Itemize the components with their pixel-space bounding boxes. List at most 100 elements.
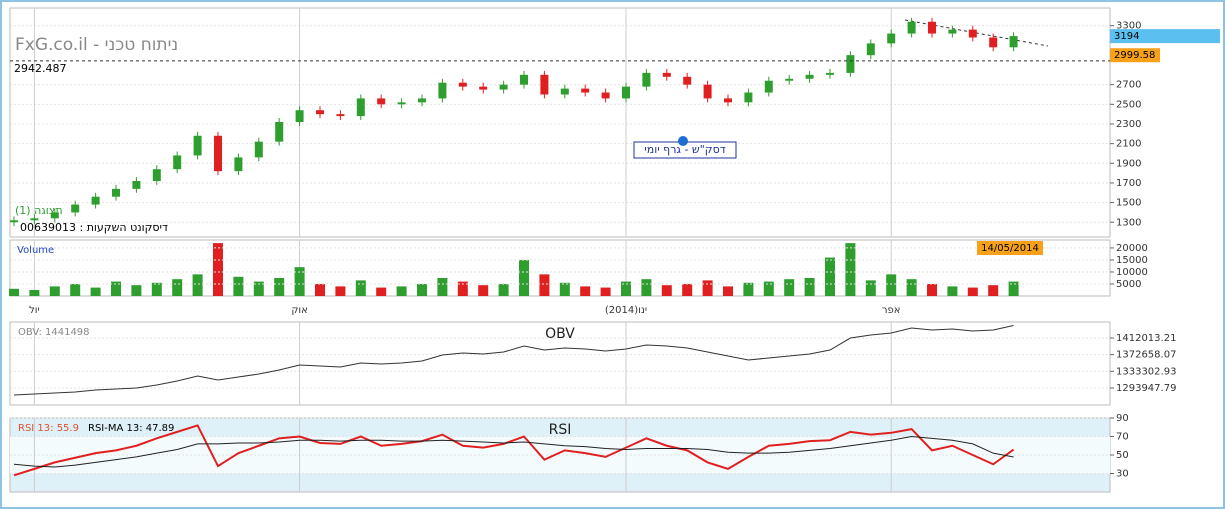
volume-bar — [213, 243, 223, 296]
x-tick-label: אוק — [291, 305, 308, 316]
y-tick-label: 50 — [1116, 450, 1129, 461]
volume-bar — [988, 285, 999, 296]
y-tick-label: 1372658.07 — [1116, 350, 1176, 361]
volume-bar — [621, 281, 631, 296]
volume-bar — [498, 283, 509, 296]
x-tick-label: יול — [29, 305, 40, 316]
candle-body — [173, 155, 182, 170]
series-line — [13, 424, 1015, 477]
y-tick-label: 1700 — [1116, 178, 1141, 189]
candle-body — [377, 98, 386, 105]
volume-bar — [253, 281, 264, 296]
volume-bar — [539, 274, 550, 296]
candle-body — [458, 82, 467, 87]
volume-bar — [376, 287, 387, 296]
y-tick-label: 1293947.79 — [1116, 383, 1176, 394]
candle-body — [887, 33, 896, 44]
candle-body — [356, 98, 365, 117]
volume-bar — [519, 259, 529, 296]
x-tick-label: אפר — [882, 305, 901, 316]
candle-body — [907, 21, 916, 34]
y-tick-label: 2100 — [1116, 139, 1141, 150]
volume-bar — [294, 267, 305, 296]
candle-body — [30, 218, 39, 221]
candle-body — [703, 84, 712, 99]
y-tick-label: 1333302.93 — [1116, 366, 1176, 377]
candle-body — [662, 72, 671, 77]
legend-label: RSI 13: 55.9 — [18, 423, 79, 434]
page-title: FxG.co.il - ניתוח טכני — [15, 35, 178, 55]
volume-bar — [457, 281, 468, 296]
candle-body — [540, 74, 549, 95]
reference-label: 2942.487 — [14, 62, 67, 75]
candle-body — [418, 98, 426, 103]
candle-body — [234, 157, 243, 172]
volume-bar — [49, 286, 60, 296]
candle-body — [948, 29, 957, 34]
volume-bar — [70, 283, 81, 296]
candle-body — [316, 110, 324, 115]
subtitle: 00639013 : דיסקונט השקעות — [20, 221, 168, 234]
volume-bar — [682, 283, 693, 296]
candle-body — [438, 82, 447, 99]
y-tick-label: 10000 — [1116, 267, 1148, 278]
date-box — [977, 241, 1043, 255]
volume-bar — [906, 279, 917, 296]
candle-body — [112, 188, 120, 197]
candle-body — [152, 169, 161, 181]
candle-body — [928, 21, 936, 34]
y-tick-label: 2700 — [1116, 80, 1141, 91]
obv-panel — [9, 321, 1111, 406]
candle-body — [560, 88, 569, 95]
candle-body — [254, 141, 263, 158]
volume-bar — [763, 281, 774, 296]
candle-body — [622, 86, 630, 99]
date-label: 14/05/2014 — [981, 243, 1039, 254]
candle-body — [520, 74, 528, 85]
candle-body — [50, 212, 59, 219]
y-tick-label: 90 — [1116, 413, 1129, 424]
volume-bar — [192, 274, 203, 296]
candle-body — [1009, 36, 1018, 48]
y-tick-label: 20000 — [1116, 243, 1148, 254]
candle-body — [336, 114, 345, 117]
candle-body — [866, 43, 875, 56]
volume-bar — [335, 286, 346, 296]
view-label: תצוגה (1) — [15, 204, 63, 217]
panel-title: OBV — [545, 326, 575, 342]
volume-bar — [1008, 281, 1019, 296]
volume-bar — [90, 287, 101, 296]
price-panel — [9, 7, 1111, 238]
last-price-label: 3194 — [1114, 31, 1139, 42]
volume-bar — [804, 277, 815, 296]
candle-body — [10, 220, 18, 223]
candle-body — [275, 122, 284, 142]
y-tick-label: 5000 — [1116, 279, 1141, 290]
y-tick-label: 30 — [1116, 469, 1129, 480]
candle-body — [479, 86, 488, 90]
volume-bar — [702, 280, 713, 296]
candle-body — [968, 29, 977, 38]
reference-label: 2999.58 — [1114, 50, 1155, 61]
candle-body — [846, 55, 855, 73]
candle-body — [295, 110, 304, 123]
volume-bar — [825, 257, 835, 296]
chart-title: דסק"ש - גרף יומי — [644, 143, 725, 156]
volume-bar — [315, 283, 325, 296]
volume-label: Volume — [17, 245, 54, 256]
volume-bar — [437, 277, 448, 296]
volume-bar — [967, 287, 978, 296]
candle-body — [989, 37, 998, 48]
y-tick-label: 15000 — [1116, 255, 1148, 266]
volume-bar — [723, 286, 733, 296]
candle-body — [826, 72, 834, 75]
candle-body — [601, 92, 610, 99]
series-line — [13, 435, 1014, 468]
candle-body — [214, 135, 222, 172]
volume-bar — [29, 289, 40, 296]
volume-bar — [111, 281, 121, 296]
candle-body — [581, 88, 590, 93]
y-tick-label: 1900 — [1116, 158, 1141, 169]
series-line — [13, 325, 1014, 396]
